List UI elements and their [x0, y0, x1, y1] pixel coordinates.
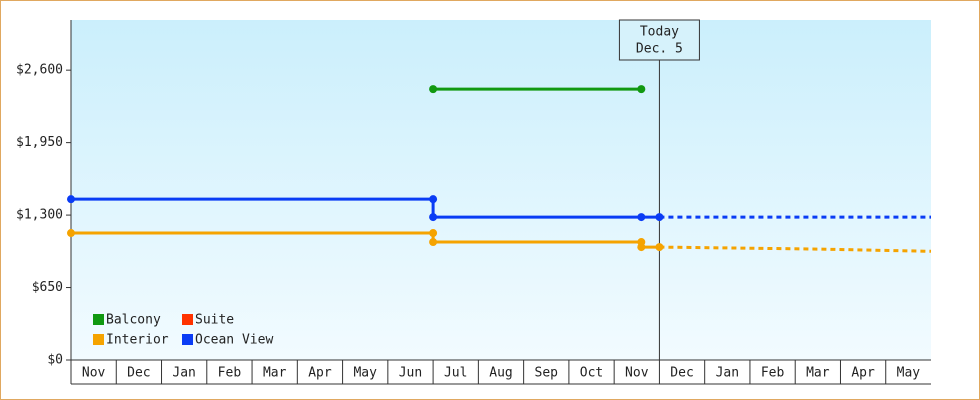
x-tick-label: Mar: [806, 366, 830, 381]
legend-swatch: [182, 334, 193, 345]
point: [637, 213, 646, 222]
legend-label: Interior: [106, 333, 169, 348]
x-tick-label: Feb: [218, 366, 242, 381]
x-tick-label: Aug: [489, 366, 512, 381]
point: [429, 238, 438, 247]
point: [429, 213, 438, 222]
today-label: Dec. 5: [636, 42, 683, 57]
legend-label: Suite: [195, 313, 234, 328]
x-tick-label: Jan: [172, 366, 195, 381]
legend-label: Ocean View: [195, 333, 273, 348]
x-tick-label: Jun: [399, 366, 422, 381]
y-tick-label: $650: [32, 280, 63, 295]
legend-swatch: [93, 314, 104, 325]
legend-swatch: [93, 334, 104, 345]
x-tick-label: Sep: [535, 366, 559, 381]
x-tick-label: Nov: [625, 366, 649, 381]
x-tick-label: May: [353, 366, 377, 381]
point: [637, 243, 646, 252]
x-tick-label: Apr: [851, 366, 875, 381]
plot-area: [71, 20, 931, 360]
x-tick-label: Apr: [308, 366, 332, 381]
x-tick-label: Mar: [263, 366, 287, 381]
x-tick-label: Nov: [82, 366, 106, 381]
today-label: Today: [640, 25, 679, 40]
y-tick-label: $1,950: [16, 135, 63, 150]
y-tick-label: $0: [47, 353, 63, 368]
point: [67, 195, 75, 204]
point: [429, 195, 438, 204]
point: [429, 229, 438, 238]
legend-label: Balcony: [106, 313, 161, 328]
x-tick-label: Dec: [127, 366, 150, 381]
legend-swatch: [182, 314, 193, 325]
today-box: [618, 19, 700, 61]
point: [429, 85, 438, 94]
x-tick-label: Jul: [444, 366, 467, 381]
point: [67, 229, 75, 238]
x-tick-label: Oct: [580, 366, 603, 381]
x-tick-label: May: [897, 366, 921, 381]
y-tick-label: $2,600: [16, 63, 63, 78]
x-tick-label: Jan: [716, 366, 739, 381]
x-tick-label: Dec: [670, 366, 693, 381]
point: [637, 85, 646, 94]
x-tick-label: Feb: [761, 366, 785, 381]
y-tick-label: $1,300: [16, 208, 63, 223]
